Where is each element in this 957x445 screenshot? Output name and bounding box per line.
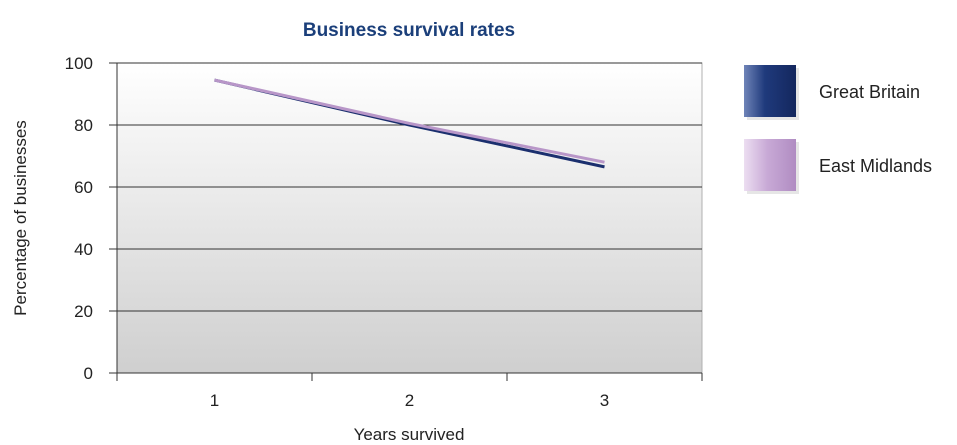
legend: Great Britain East Midlands xyxy=(744,65,932,194)
legend-swatch-east-midlands xyxy=(744,139,796,191)
x-tick-label-3: 3 xyxy=(600,391,609,410)
y-tick-label: 100 xyxy=(65,54,93,73)
legend-label-great-britain: Great Britain xyxy=(819,82,920,102)
plot-area xyxy=(116,62,703,374)
legend-label-east-midlands: East Midlands xyxy=(819,156,932,176)
y-tick-label: 60 xyxy=(74,178,93,197)
legend-swatch-great-britain xyxy=(744,65,796,117)
x-tick-label-1: 1 xyxy=(210,391,219,410)
y-axis-label: Percentage of businesses xyxy=(11,120,30,316)
series-line-east-midlands xyxy=(214,78,605,164)
x-tick-label-2: 2 xyxy=(405,391,414,410)
chart-title: Business survival rates xyxy=(303,20,515,41)
y-tick-label: 20 xyxy=(74,302,93,321)
y-tick-label: 40 xyxy=(74,240,93,259)
y-tick-label: 0 xyxy=(84,364,93,383)
x-axis-label: Years survived xyxy=(354,425,465,444)
y-tick-label: 80 xyxy=(74,116,93,135)
